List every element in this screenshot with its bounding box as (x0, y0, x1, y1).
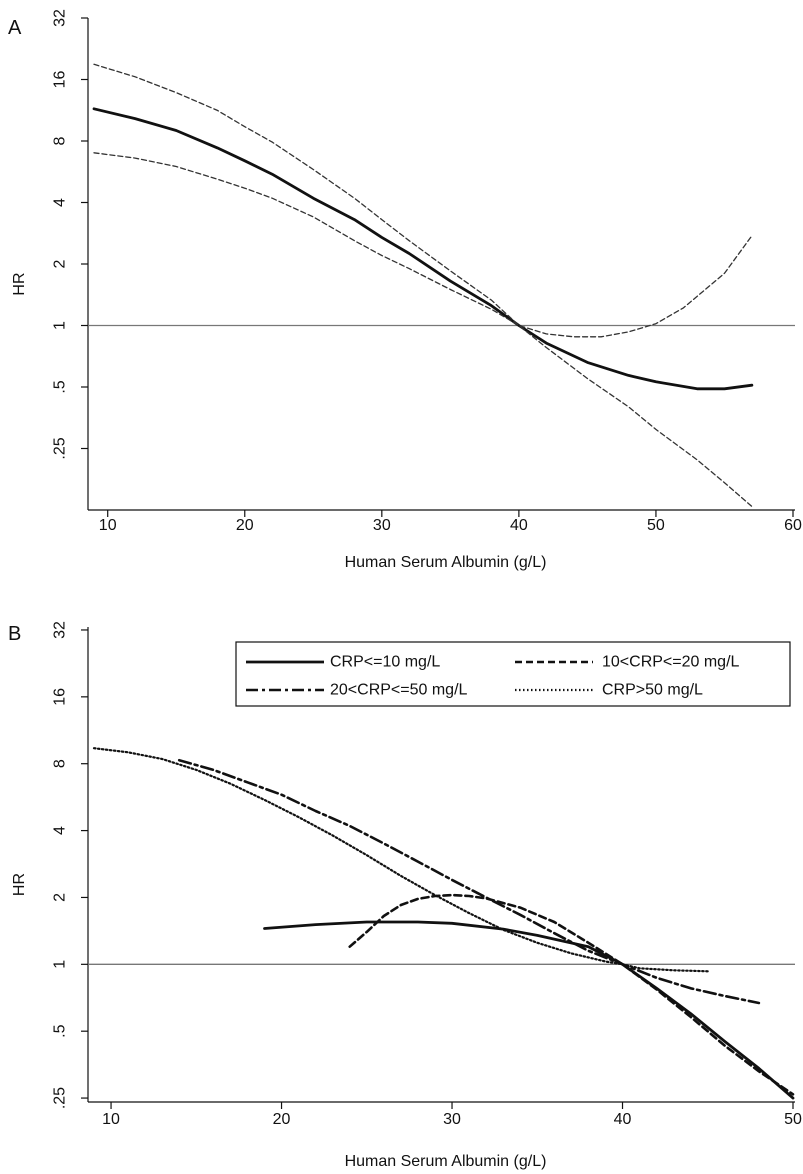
y-tick-label: 32 (52, 621, 69, 639)
x-tick-label: 20 (236, 517, 254, 534)
y-tick-label: 8 (52, 759, 69, 768)
x-tick-label: 20 (273, 1111, 291, 1128)
series-line-estimate (92, 107, 754, 391)
series-line-crp-50-mg-l (92, 747, 709, 973)
legend-box (235, 641, 791, 707)
series-line-lower-confidence-limit (93, 152, 753, 508)
y-tick-label: 8 (52, 136, 69, 145)
x-tick-label: 30 (443, 1111, 461, 1128)
y-tick-label: 2 (52, 259, 69, 268)
y-tick-label: .25 (52, 1087, 69, 1109)
y-tick-label: 16 (52, 71, 69, 89)
y-tick-label: .25 (52, 437, 69, 459)
y-tick-label: 4 (52, 198, 69, 207)
panel-label: A (8, 17, 22, 39)
x-tick-label: 30 (373, 517, 391, 534)
y-tick-label: .5 (52, 1024, 69, 1037)
y-tick-label: 16 (52, 688, 69, 706)
x-tick-label: 50 (784, 1111, 802, 1128)
x-tick-label: 40 (614, 1111, 632, 1128)
panel-label: B (8, 623, 21, 645)
series-line-10-crp-20-mg-l (348, 893, 795, 1096)
x-tick-label: 60 (784, 517, 802, 534)
x-axis-title: Human Serum Albumin (g/L) (345, 1153, 547, 1170)
legend: CRP<=10 mg/L 10<CRP<=20 mg/L 20<CRP<=50 mg… (235, 641, 791, 707)
y-tick-label: 4 (52, 826, 69, 835)
y-tick-label: 2 (52, 893, 69, 902)
y-tick-label: 1 (52, 960, 69, 969)
x-tick-label: 40 (510, 517, 528, 534)
y-tick-label: 1 (52, 321, 69, 330)
x-tick-label: 10 (102, 1111, 120, 1128)
x-axis-title: Human Serum Albumin (g/L) (345, 554, 547, 571)
legend-label: 20<CRP<=50 mg/L (330, 682, 468, 699)
y-axis-title: HR (11, 873, 28, 896)
x-tick-label: 10 (99, 517, 117, 534)
panel-b: B 32 16 8 4 2 1 .5 .25 10 20 30 40 50 Human Serum Albu… (8, 621, 802, 1170)
legend-label: 10<CRP<=20 mg/L (602, 654, 740, 671)
y-tick-label: 32 (52, 9, 69, 27)
legend-label: CRP<=10 mg/L (330, 654, 440, 671)
series-line-crp-10-mg-l (263, 920, 795, 1100)
y-axis-title: HR (11, 272, 28, 295)
series-line-20-crp-50-mg-l (177, 758, 761, 1005)
x-tick-label: 50 (647, 517, 665, 534)
series-line-upper-confidence-limit (93, 63, 753, 338)
y-tick-label: .5 (52, 380, 69, 393)
legend-label: CRP>50 mg/L (602, 682, 703, 699)
panel-a: A 32 16 8 4 2 1 .5 .25 10 20 30 40 50 60 Human Serum Al… (8, 9, 802, 571)
